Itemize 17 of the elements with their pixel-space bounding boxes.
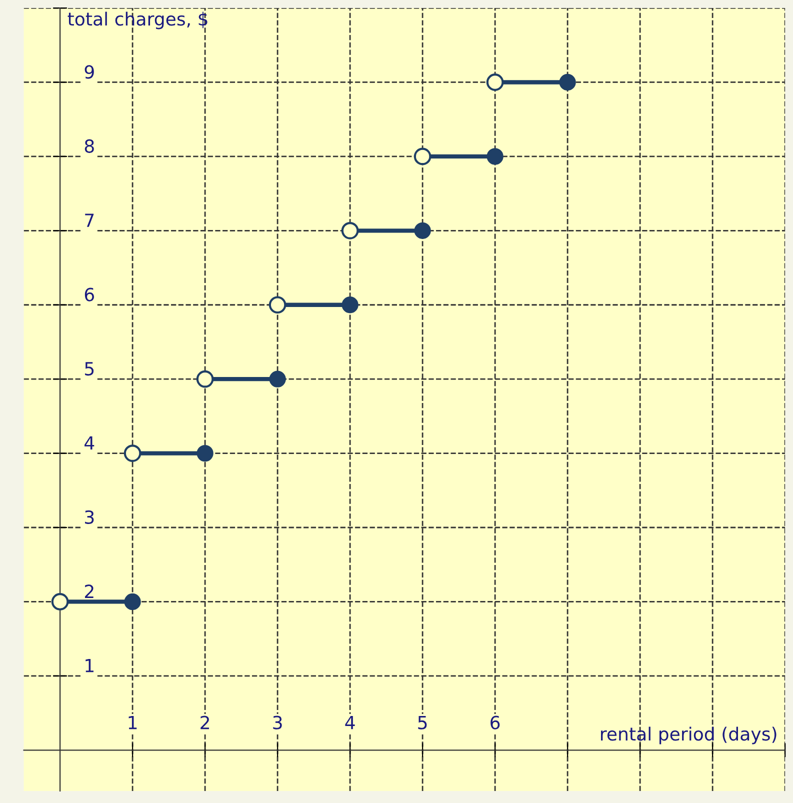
x-tick-label: 2 [200,716,209,730]
x-axis-title: rental period (days) [601,726,776,744]
x-tick-label: 1 [128,716,137,730]
y-tick-label: 2 [84,584,94,598]
y-tick-label: 7 [85,214,94,227]
y-tick-label: 1 [86,659,94,672]
y-tick-label: 4 [84,436,94,450]
y-tick-label: 9 [84,65,94,79]
x-tick-label: 3 [273,716,282,730]
y-tick-label: 6 [84,288,94,302]
y-axis-title: total charges, $ [68,12,208,30]
x-tick-label: 5 [418,716,427,730]
x-tick-label: 6 [490,716,500,730]
y-tick-label: 3 [85,510,94,524]
y-tick-label: 8 [84,139,94,153]
x-tick-label: 4 [345,716,355,730]
y-tick-label: 5 [85,362,94,376]
